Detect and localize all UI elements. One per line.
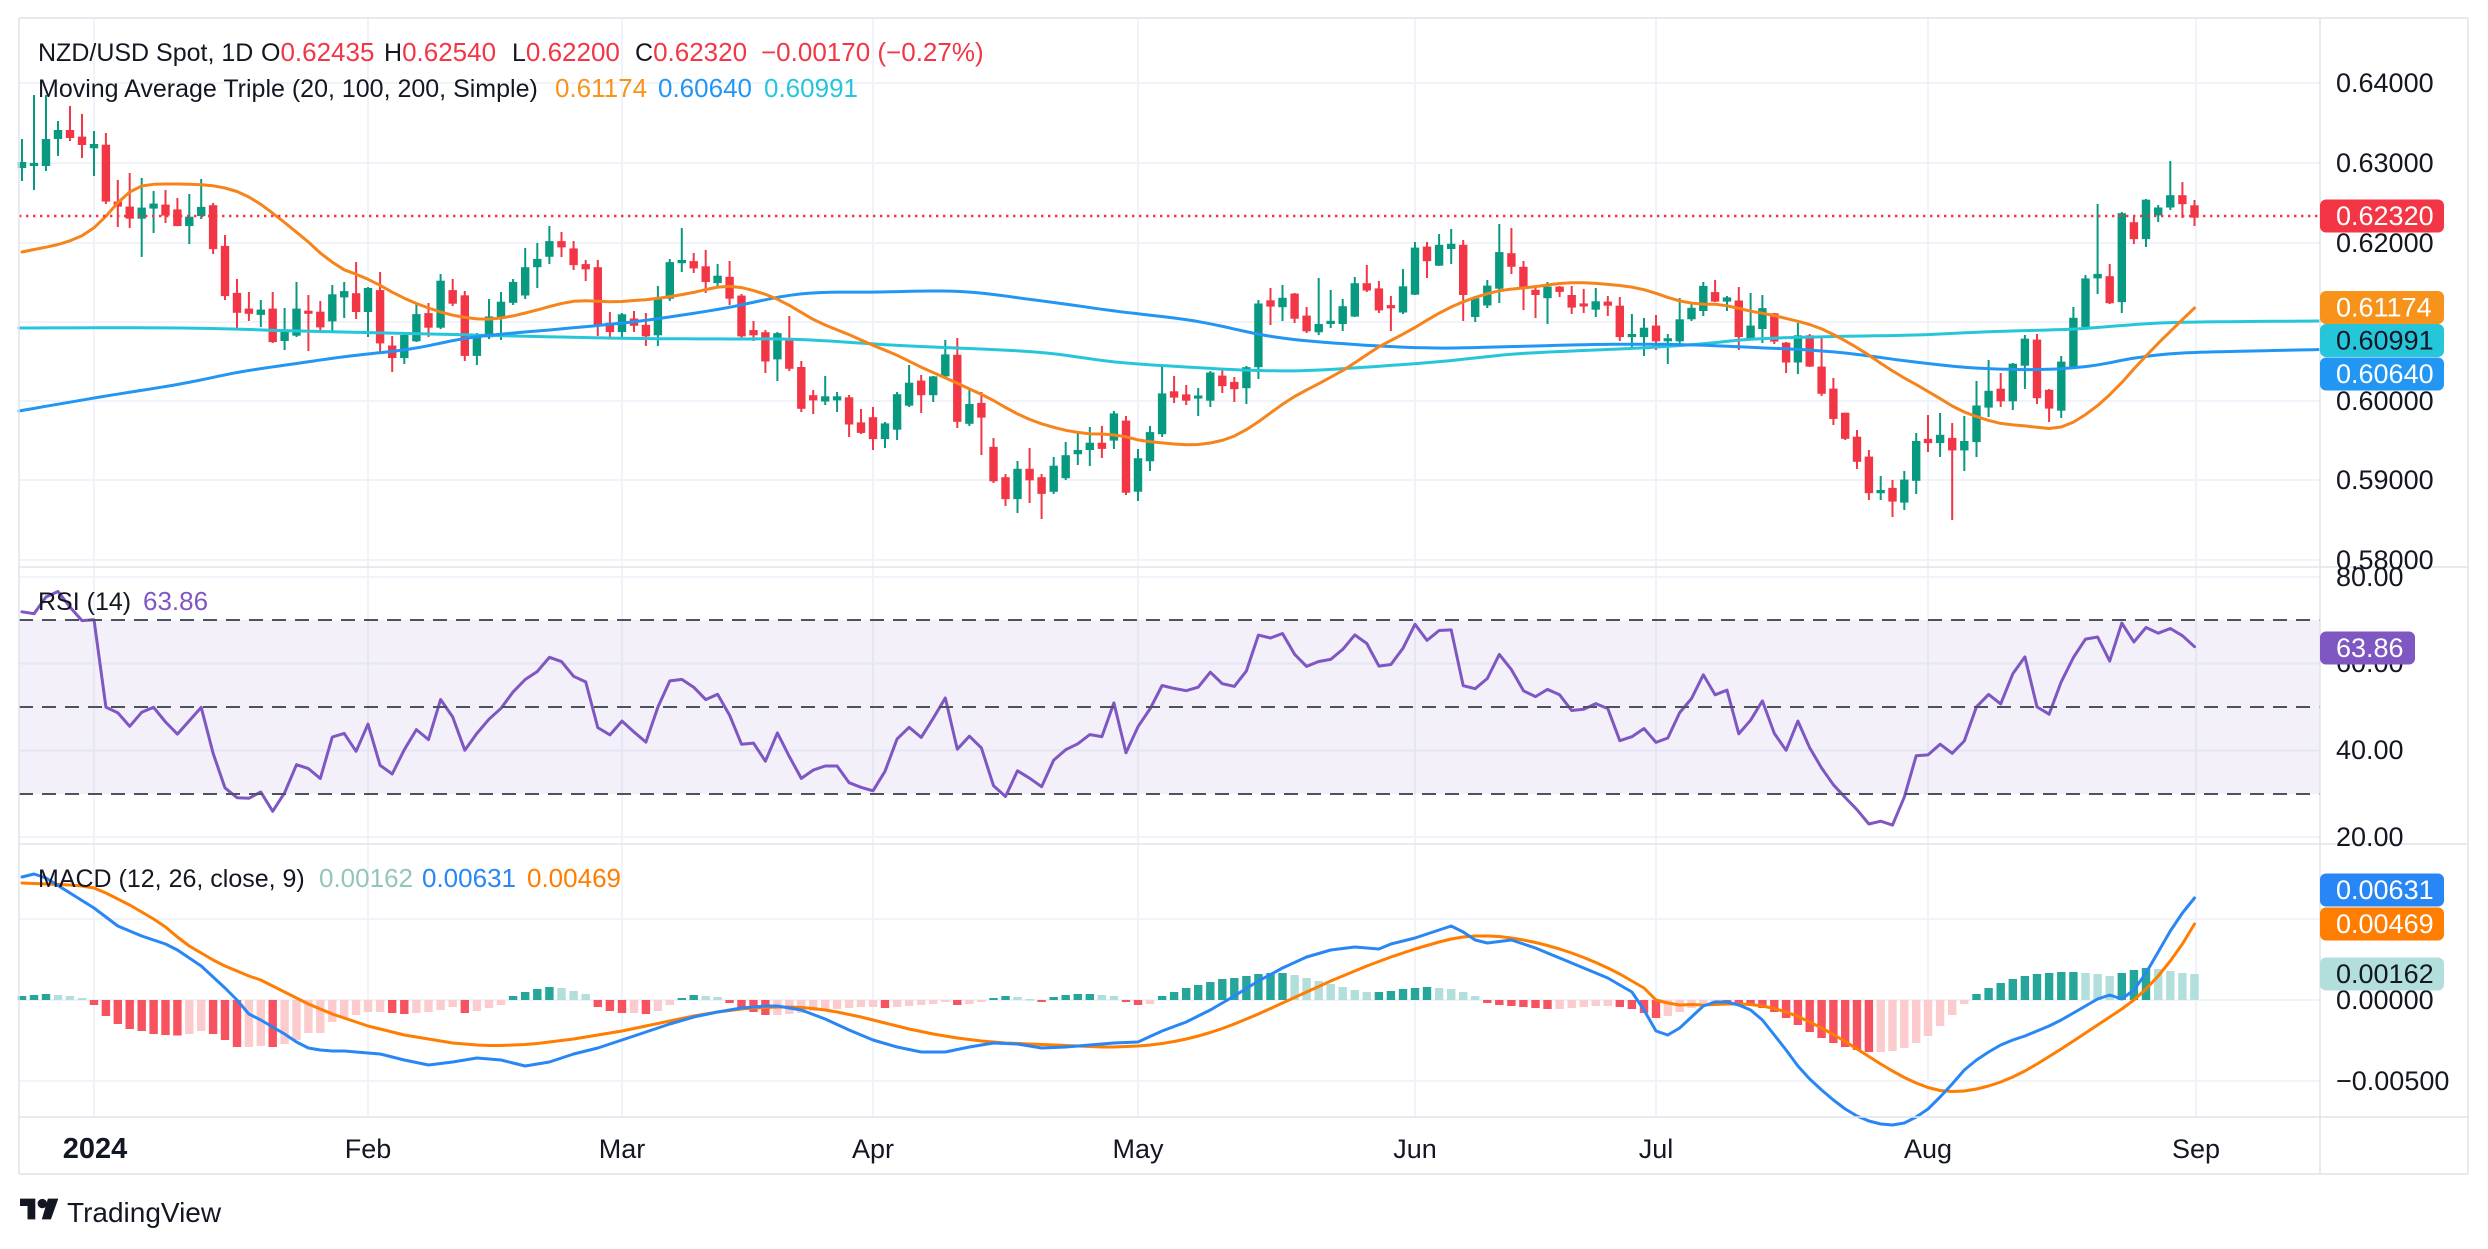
svg-text:0.61174: 0.61174 bbox=[555, 73, 647, 103]
svg-text:0.00631: 0.00631 bbox=[422, 863, 516, 893]
svg-text:Jul: Jul bbox=[1639, 1134, 1674, 1164]
svg-text:0.60640: 0.60640 bbox=[2336, 359, 2434, 389]
svg-text:MACD (12, 26, close, 9): MACD (12, 26, close, 9) bbox=[38, 865, 305, 893]
svg-text:0.59000: 0.59000 bbox=[2336, 465, 2434, 495]
svg-text:0.63000: 0.63000 bbox=[2336, 148, 2434, 178]
svg-text:0.60640: 0.60640 bbox=[658, 73, 752, 103]
svg-text:0.00469: 0.00469 bbox=[2336, 909, 2434, 939]
svg-text:RSI (14): RSI (14) bbox=[38, 588, 131, 616]
svg-text:Apr: Apr bbox=[852, 1134, 894, 1164]
svg-text:O0.62435: O0.62435 bbox=[261, 37, 374, 67]
svg-text:0.00162: 0.00162 bbox=[319, 863, 413, 893]
svg-text:0.60991: 0.60991 bbox=[764, 73, 858, 103]
svg-text:Mar: Mar bbox=[599, 1134, 646, 1164]
svg-text:20.00: 20.00 bbox=[2336, 822, 2404, 852]
svg-text:0.00162: 0.00162 bbox=[2336, 959, 2434, 989]
svg-text:0.62320: 0.62320 bbox=[2336, 201, 2434, 231]
svg-text:0.61174: 0.61174 bbox=[2336, 293, 2432, 323]
svg-text:Sep: Sep bbox=[2172, 1134, 2220, 1164]
svg-text:May: May bbox=[1112, 1134, 1164, 1164]
svg-text:0.62000: 0.62000 bbox=[2336, 228, 2434, 258]
svg-text:−0.00500: −0.00500 bbox=[2336, 1066, 2449, 1096]
svg-text:0.00631: 0.00631 bbox=[2336, 875, 2434, 905]
svg-text:0.64000: 0.64000 bbox=[2336, 68, 2434, 98]
svg-text:40.00: 40.00 bbox=[2336, 735, 2404, 765]
svg-text:63.86: 63.86 bbox=[143, 586, 208, 616]
svg-text:0.00469: 0.00469 bbox=[527, 863, 621, 893]
svg-text:L0.62200: L0.62200 bbox=[512, 37, 620, 67]
svg-text:−0.00170 (−0.27%): −0.00170 (−0.27%) bbox=[761, 37, 984, 67]
svg-text:TradingView: TradingView bbox=[67, 1197, 222, 1228]
svg-text:2024: 2024 bbox=[63, 1133, 128, 1165]
svg-text:0.60000: 0.60000 bbox=[2336, 386, 2434, 416]
svg-text:63.86: 63.86 bbox=[2336, 633, 2404, 663]
svg-text:NZD/USD Spot, 1D: NZD/USD Spot, 1D bbox=[38, 39, 253, 67]
svg-text:Aug: Aug bbox=[1904, 1134, 1952, 1164]
svg-text:C0.62320: C0.62320 bbox=[635, 37, 747, 67]
svg-text:0.58000: 0.58000 bbox=[2336, 545, 2434, 575]
svg-text:80.00: 80.00 bbox=[2336, 562, 2404, 592]
svg-text:Feb: Feb bbox=[345, 1134, 392, 1164]
svg-text:0.60991: 0.60991 bbox=[2336, 326, 2434, 356]
svg-text:H0.62540: H0.62540 bbox=[384, 37, 496, 67]
svg-text:Jun: Jun bbox=[1393, 1134, 1437, 1164]
svg-text:Moving Average Triple (20, 100: Moving Average Triple (20, 100, 200, Sim… bbox=[38, 75, 538, 103]
